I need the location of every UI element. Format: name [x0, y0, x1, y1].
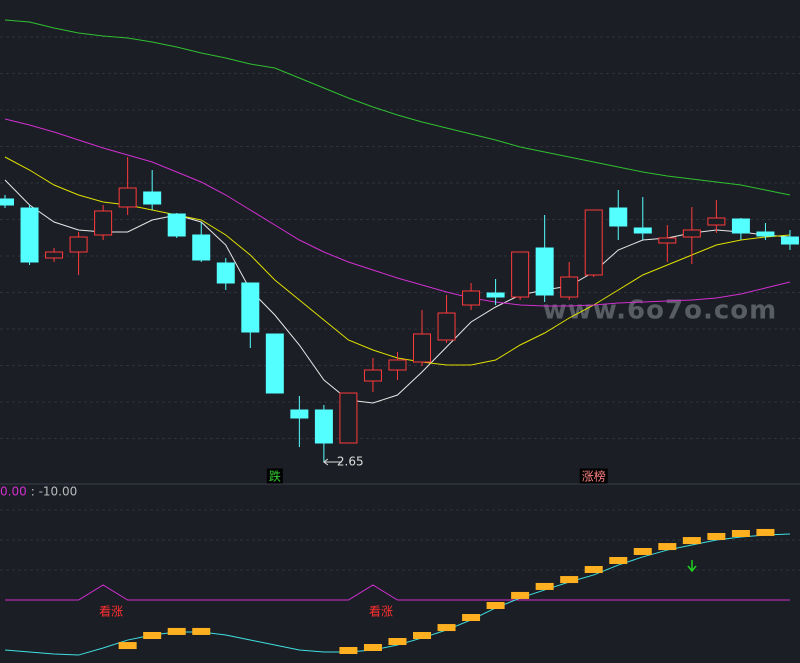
indicator-bar	[143, 632, 162, 639]
low-arrow	[323, 458, 342, 466]
candle-body	[143, 191, 162, 205]
indicator-header: 0.00	[0, 485, 27, 499]
signal-box	[266, 468, 283, 484]
signal-line	[5, 584, 790, 601]
candle-body	[69, 236, 88, 253]
signal-label: 跌	[269, 469, 281, 484]
candle-body	[94, 210, 113, 236]
indicator-line	[4, 533, 790, 656]
moving-average-line	[4, 118, 791, 307]
candle-body	[560, 276, 579, 298]
signal-text: 看涨	[99, 604, 123, 619]
candle-body	[265, 333, 284, 394]
candle-body	[584, 209, 603, 276]
signal-text: 看涨	[369, 604, 393, 619]
low-label: 2.65	[337, 455, 364, 469]
indicator-bar	[584, 566, 603, 573]
candle-body	[314, 409, 333, 444]
indicator-bar	[682, 537, 701, 545]
candle-body	[363, 369, 382, 382]
indicator-bar	[192, 627, 211, 635]
candle-body	[658, 237, 677, 244]
candle-body	[118, 187, 137, 208]
indicator-bar	[167, 627, 186, 635]
indicator-bar	[486, 602, 505, 609]
indicator-bar	[118, 642, 137, 650]
indicator-bar	[462, 614, 481, 621]
candle-body	[437, 312, 456, 341]
indicator-bar	[756, 528, 775, 536]
candle-body	[633, 227, 652, 234]
candle-body	[20, 207, 39, 263]
indicator-bar	[413, 632, 432, 639]
indicator-bar	[707, 533, 726, 540]
candle-body	[45, 251, 64, 259]
candle-body	[486, 292, 505, 298]
candle-body	[388, 359, 407, 371]
indicator-bar	[731, 530, 750, 537]
candle-body	[0, 198, 14, 206]
down-arrow	[687, 560, 697, 573]
watermark: www.6o7o.com	[543, 296, 777, 326]
candle-body	[192, 234, 211, 261]
indicator-bar	[388, 638, 407, 645]
signal-label: 涨榜	[582, 469, 606, 484]
signal-box	[579, 468, 608, 484]
candle-body	[707, 217, 726, 226]
candle-body	[780, 236, 799, 245]
candle-body	[609, 207, 628, 227]
indicator-bar	[560, 576, 579, 584]
indicator-bar	[339, 647, 358, 654]
indicator-bar	[658, 543, 677, 551]
moving-average-line	[4, 19, 791, 196]
candle-body	[731, 218, 750, 234]
indicator-bar	[535, 582, 554, 590]
candle-body	[167, 213, 186, 237]
indicator-bar	[633, 548, 652, 555]
candle-body	[290, 409, 309, 419]
candle-body	[462, 290, 481, 306]
candle-body	[511, 251, 530, 298]
candle-body	[535, 247, 554, 296]
indicator-bar	[609, 557, 628, 564]
indicator-bar	[437, 624, 456, 632]
candle-body	[413, 333, 432, 363]
indicator-bar	[363, 644, 382, 651]
candle-body	[339, 392, 358, 444]
indicator-header: : -10.00	[31, 485, 78, 499]
indicator-bar	[511, 591, 530, 599]
candle-body	[682, 229, 701, 238]
candle-body	[216, 262, 235, 284]
candle-body	[756, 231, 775, 237]
candle-body	[241, 282, 260, 333]
